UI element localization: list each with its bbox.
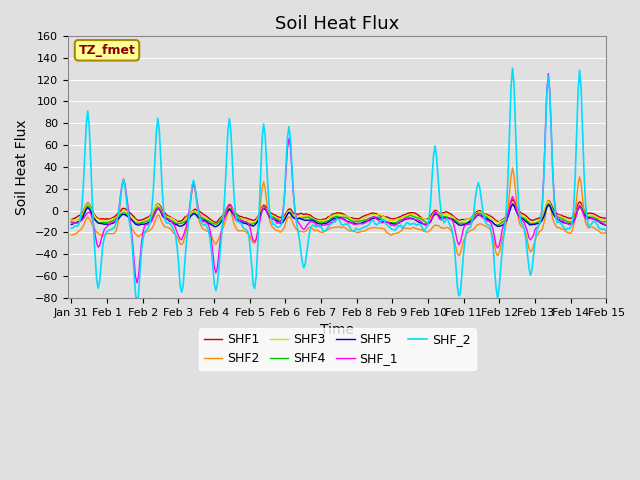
SHF3 xyxy=(133,218,141,224)
SHF3 xyxy=(212,221,220,227)
SHF3 xyxy=(545,198,552,204)
SHF1 xyxy=(133,217,141,223)
SHF2 xyxy=(509,165,516,171)
SHF4 xyxy=(576,203,584,208)
SHF1 xyxy=(509,197,516,203)
SHF_2 xyxy=(603,228,611,233)
SHF2 xyxy=(245,232,253,238)
SHF4 xyxy=(254,217,262,223)
SHF1 xyxy=(67,217,75,223)
SHF1 xyxy=(303,211,310,217)
SHF3 xyxy=(576,202,584,207)
SHF2 xyxy=(254,228,262,234)
SHF_1 xyxy=(303,222,310,228)
Y-axis label: Soil Heat Flux: Soil Heat Flux xyxy=(15,119,29,215)
SHF5 xyxy=(211,224,218,229)
SHF2 xyxy=(455,253,463,259)
SHF3 xyxy=(228,206,236,212)
SHF2 xyxy=(301,228,309,234)
SHF_2 xyxy=(246,246,254,252)
SHF2 xyxy=(67,232,75,238)
SHF2 xyxy=(133,233,141,239)
SHF4 xyxy=(245,220,253,226)
Line: SHF4: SHF4 xyxy=(71,204,607,225)
SHF4 xyxy=(301,215,309,220)
SHF_2 xyxy=(509,65,516,71)
Line: SHF3: SHF3 xyxy=(71,201,607,224)
SHF5 xyxy=(246,222,254,228)
SHF1 xyxy=(603,216,611,221)
SHF5 xyxy=(67,222,75,228)
SHF4 xyxy=(603,219,611,225)
SHF5 xyxy=(255,216,263,221)
SHF3 xyxy=(246,219,254,225)
Legend: SHF1, SHF2, SHF3, SHF4, SHF5, SHF_1, SHF_2: SHF1, SHF2, SHF3, SHF4, SHF5, SHF_1, SHF… xyxy=(198,328,476,371)
SHF_2 xyxy=(255,209,263,215)
SHF_1 xyxy=(133,280,141,286)
SHF1 xyxy=(576,199,584,204)
SHF5 xyxy=(576,204,584,210)
SHF_2 xyxy=(303,249,310,255)
SHF_1 xyxy=(228,207,236,213)
SHF3 xyxy=(255,213,263,218)
SHF4 xyxy=(133,220,141,226)
SHF_1 xyxy=(545,71,552,76)
SHF1 xyxy=(212,219,220,225)
SHF_2 xyxy=(67,225,75,231)
SHF3 xyxy=(303,213,310,219)
Line: SHF1: SHF1 xyxy=(71,200,607,222)
SHF4 xyxy=(227,206,235,212)
SHF_2 xyxy=(134,293,142,299)
SHF5 xyxy=(303,217,310,223)
SHF4 xyxy=(494,222,502,228)
SHF_2 xyxy=(228,158,236,164)
Title: Soil Heat Flux: Soil Heat Flux xyxy=(275,15,399,33)
SHF2 xyxy=(227,209,235,215)
X-axis label: Time: Time xyxy=(320,323,354,337)
Line: SHF2: SHF2 xyxy=(71,168,607,256)
SHF_1 xyxy=(134,274,142,280)
Line: SHF5: SHF5 xyxy=(71,204,607,227)
Line: SHF_1: SHF_1 xyxy=(71,73,607,283)
SHF2 xyxy=(576,174,584,180)
SHF5 xyxy=(509,202,516,207)
SHF5 xyxy=(133,222,141,228)
SHF2 xyxy=(603,229,611,235)
Text: TZ_fmet: TZ_fmet xyxy=(79,44,136,57)
Line: SHF_2: SHF_2 xyxy=(71,68,607,303)
SHF_1 xyxy=(67,220,75,226)
SHF3 xyxy=(603,217,611,223)
SHF4 xyxy=(509,201,516,206)
SHF_1 xyxy=(603,222,611,228)
SHF5 xyxy=(228,210,236,216)
SHF_1 xyxy=(576,203,584,209)
SHF_1 xyxy=(255,223,263,228)
SHF_2 xyxy=(133,300,141,306)
SHF4 xyxy=(67,219,75,225)
SHF5 xyxy=(603,222,611,228)
SHF_1 xyxy=(246,226,254,231)
SHF1 xyxy=(246,216,254,222)
SHF1 xyxy=(255,211,263,217)
SHF3 xyxy=(67,217,75,223)
SHF_2 xyxy=(576,67,584,73)
SHF1 xyxy=(228,205,236,211)
